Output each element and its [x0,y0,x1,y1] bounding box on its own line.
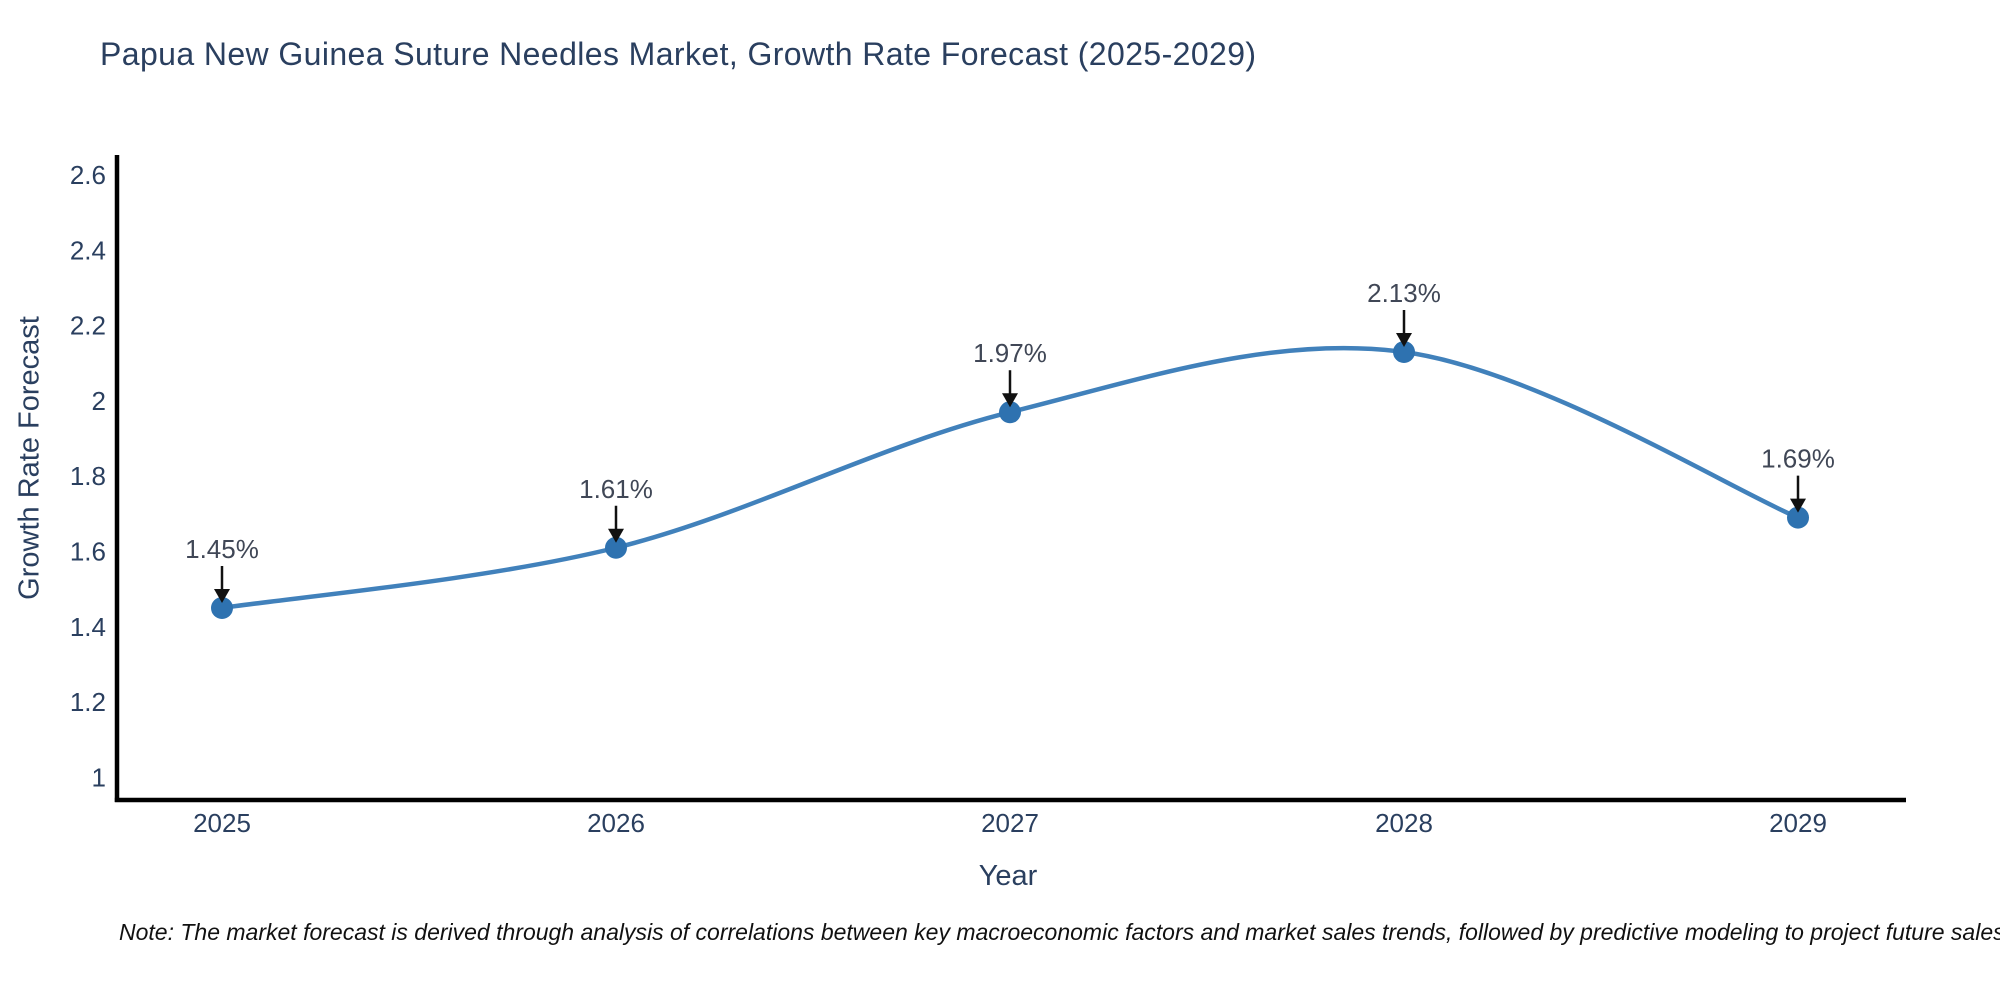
annotation-arrowhead [214,588,230,603]
data-point-marker[interactable] [211,596,233,619]
annotation-arrowhead [608,528,624,543]
x-tick-label: 2028 [1375,808,1433,838]
x-axis-title: Year [978,860,1038,892]
chart-title: Papua New Guinea Suture Needles Market, … [100,36,1257,72]
plot-area: 1 1.2 1.4 1.6 1.8 2 2.2 2.4 2.6 2025 2026 2027 2028 2… [70,160,1835,838]
point-value-label: 1.61% [579,474,653,504]
data-point-marker[interactable] [1787,506,1809,529]
y-tick-label: 2 [92,386,106,416]
y-tick-label: 1.2 [70,687,106,717]
point-value-label: 1.69% [1761,444,1835,474]
x-tick-label: 2025 [193,808,251,838]
x-tick-label: 2029 [1769,808,1827,838]
annotation-arrowhead [1396,332,1412,347]
y-tick-label: 1.8 [70,461,106,491]
point-value-label: 2.13% [1367,278,1441,308]
y-tick-label: 2.6 [70,160,106,190]
data-point-marker[interactable] [1393,340,1415,363]
y-tick-label: 2.2 [70,311,106,341]
y-tick-label: 1.4 [70,612,106,642]
y-tick-label: 1 [92,762,106,792]
footnote: Note: The market forecast is derived thr… [119,919,2000,945]
point-value-label: 1.97% [973,338,1047,368]
y-tick-label: 2.4 [70,235,106,265]
data-point-marker[interactable] [999,401,1021,424]
annotation-arrowhead [1002,393,1018,408]
x-tick-label: 2026 [587,808,645,838]
y-tick-label: 1.6 [70,537,106,567]
point-value-label: 1.45% [185,534,259,564]
data-point-marker[interactable] [605,536,627,559]
y-axis-title: Growth Rate Forecast [13,316,46,600]
x-tick-label: 2027 [981,808,1039,838]
annotation-arrowhead [1790,498,1806,513]
